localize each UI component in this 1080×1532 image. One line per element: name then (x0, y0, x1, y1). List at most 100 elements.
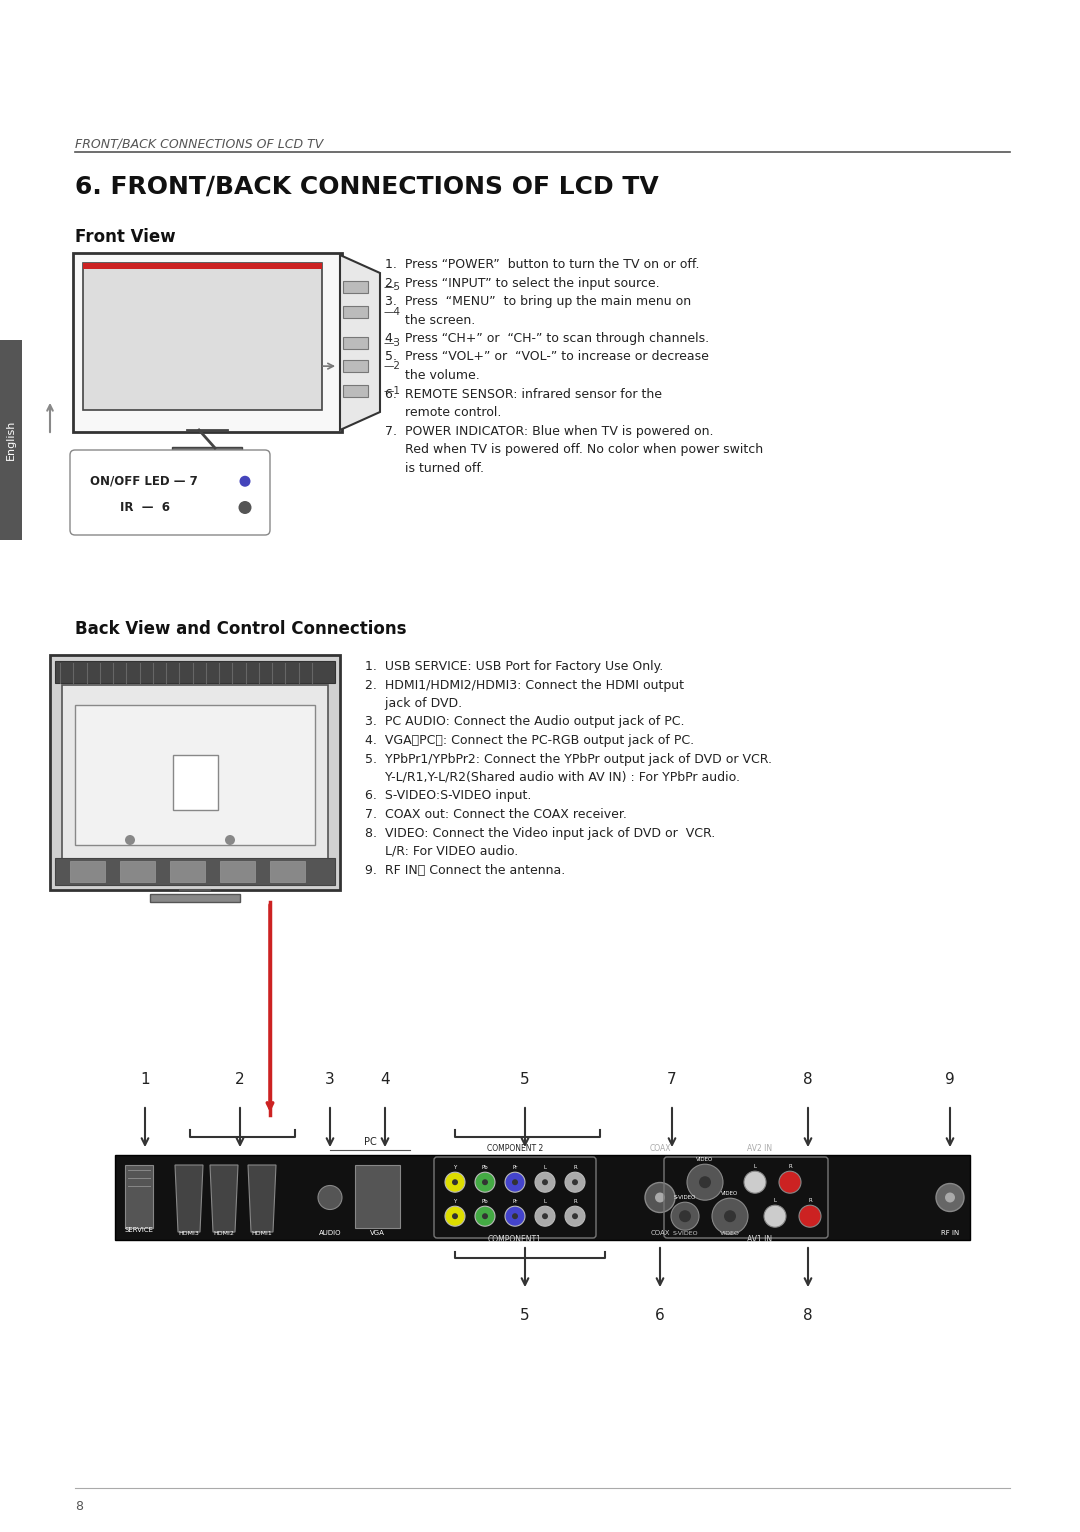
Text: 8.  VIDEO: Connect the Video input jack of DVD or  VCR.: 8. VIDEO: Connect the Video input jack o… (365, 826, 715, 840)
Text: 2: 2 (235, 1072, 245, 1088)
Text: R: R (573, 1166, 577, 1170)
Circle shape (475, 1206, 495, 1226)
Text: Y: Y (454, 1166, 457, 1170)
Text: L: L (754, 1164, 756, 1169)
Circle shape (654, 1192, 665, 1203)
Text: AV1 IN: AV1 IN (747, 1235, 772, 1244)
Bar (114, 1155, 970, 1239)
Circle shape (505, 1172, 525, 1192)
Text: COAX: COAX (650, 1230, 670, 1236)
Circle shape (239, 501, 252, 515)
Bar (75, 705, 315, 846)
Bar (150, 895, 240, 902)
Text: Y-L/R1,Y-L/R2(Shared audio with AV IN) : For YPbPr audio.: Y-L/R1,Y-L/R2(Shared audio with AV IN) :… (365, 771, 740, 784)
Circle shape (240, 476, 251, 487)
Text: PC: PC (364, 1137, 376, 1147)
Circle shape (799, 1206, 821, 1227)
Bar (270, 861, 305, 882)
Text: —3: —3 (383, 337, 400, 348)
FancyBboxPatch shape (70, 450, 270, 535)
Text: IR  —  6: IR — 6 (120, 501, 170, 515)
Polygon shape (340, 254, 380, 430)
Bar (172, 447, 242, 452)
Circle shape (453, 1213, 458, 1219)
Text: 3.  Press  “MENU”  to bring up the main menu on: 3. Press “MENU” to bring up the main men… (384, 296, 691, 308)
Circle shape (572, 1213, 578, 1219)
Text: remote control.: remote control. (384, 406, 501, 418)
Text: L: L (543, 1200, 546, 1204)
Circle shape (565, 1172, 585, 1192)
Circle shape (482, 1213, 488, 1219)
Circle shape (687, 1164, 723, 1200)
Text: 2.  HDMI1/HDMI2/HDMI3: Connect the HDMI output: 2. HDMI1/HDMI2/HDMI3: Connect the HDMI o… (365, 679, 684, 691)
Text: COMPONENT 2: COMPONENT 2 (487, 1144, 543, 1154)
Text: S-VIDEO: S-VIDEO (672, 1232, 698, 1236)
Bar (173, 755, 217, 810)
Text: 9: 9 (945, 1072, 955, 1088)
Text: 7.  COAX out: Connect the COAX receiver.: 7. COAX out: Connect the COAX receiver. (365, 807, 626, 821)
Text: VIDEO: VIDEO (697, 1157, 714, 1163)
Text: R: R (808, 1198, 812, 1203)
Text: HDMI2: HDMI2 (214, 1232, 234, 1236)
Text: SERVICE: SERVICE (124, 1227, 153, 1233)
Text: —1: —1 (383, 386, 400, 397)
Circle shape (699, 1177, 711, 1189)
Circle shape (318, 1186, 342, 1209)
Circle shape (945, 1192, 955, 1203)
Bar (355, 1164, 400, 1229)
Text: the screen.: the screen. (384, 314, 475, 326)
Bar (220, 861, 255, 882)
Text: Pr: Pr (512, 1200, 517, 1204)
Text: RF IN: RF IN (941, 1230, 959, 1236)
Text: 9.  RF IN： Connect the antenna.: 9. RF IN： Connect the antenna. (365, 864, 565, 876)
Circle shape (565, 1206, 585, 1226)
Text: 8: 8 (804, 1308, 813, 1324)
Bar (83, 264, 322, 270)
Text: R: R (573, 1200, 577, 1204)
Text: 5.  Press “VOL+” or  “VOL-” to increase or decrease: 5. Press “VOL+” or “VOL-” to increase or… (384, 351, 708, 363)
Text: 1.  Press “POWER”  button to turn the TV on or off.: 1. Press “POWER” button to turn the TV o… (384, 257, 700, 271)
Text: 6: 6 (656, 1308, 665, 1324)
Circle shape (453, 1180, 458, 1186)
Polygon shape (248, 1164, 276, 1232)
Text: Back View and Control Connections: Back View and Control Connections (75, 620, 406, 637)
Text: L/R: For VIDEO audio.: L/R: For VIDEO audio. (365, 846, 518, 858)
Text: AUDIO: AUDIO (319, 1230, 341, 1236)
Text: L: L (543, 1166, 546, 1170)
Bar (55, 858, 335, 885)
Text: is turned off.: is turned off. (384, 461, 484, 475)
Circle shape (512, 1213, 518, 1219)
Circle shape (482, 1180, 488, 1186)
Text: S-VIDEO: S-VIDEO (674, 1195, 697, 1200)
Circle shape (679, 1210, 691, 1223)
Text: 8: 8 (75, 1500, 83, 1514)
Circle shape (125, 835, 135, 846)
Bar (120, 861, 156, 882)
Text: AV2 IN: AV2 IN (747, 1144, 772, 1154)
Bar (0, 340, 22, 539)
Text: —4: —4 (383, 306, 400, 317)
Text: 7: 7 (667, 1072, 677, 1088)
Bar (343, 280, 368, 293)
Text: 5: 5 (521, 1072, 530, 1088)
Bar (62, 685, 328, 859)
Text: Y: Y (454, 1200, 457, 1204)
Text: 5.  YPbPr1/YPbPr2: Connect the YPbPr output jack of DVD or VCR.: 5. YPbPr1/YPbPr2: Connect the YPbPr outp… (365, 752, 772, 766)
Text: —5: —5 (383, 282, 400, 293)
Text: COAX: COAX (649, 1144, 671, 1154)
Text: HDMI1: HDMI1 (252, 1232, 272, 1236)
FancyBboxPatch shape (73, 253, 342, 432)
Circle shape (445, 1206, 465, 1226)
Text: jack of DVD.: jack of DVD. (365, 697, 462, 709)
Circle shape (936, 1184, 964, 1212)
Bar (70, 861, 105, 882)
Bar (343, 385, 368, 397)
Text: 8: 8 (804, 1072, 813, 1088)
Bar (125, 1164, 153, 1229)
Text: Red when TV is powered off. No color when power switch: Red when TV is powered off. No color whe… (384, 443, 764, 457)
Polygon shape (210, 1164, 238, 1232)
Text: —2: —2 (383, 362, 400, 371)
Circle shape (779, 1170, 801, 1193)
Bar (343, 360, 368, 372)
Circle shape (225, 835, 235, 846)
